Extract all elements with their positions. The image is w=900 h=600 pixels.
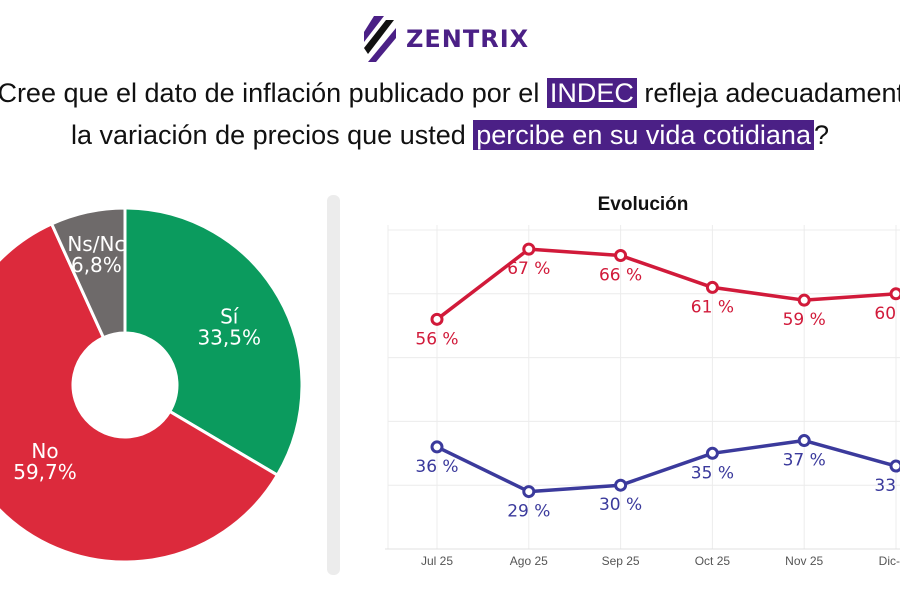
- x-tick-label: Oct 25: [695, 554, 731, 568]
- data-point: [430, 440, 444, 454]
- data-point: [614, 249, 628, 263]
- slice-value: 6,8%: [71, 253, 122, 277]
- x-tick-label: Ago 25: [510, 554, 548, 568]
- series-line-0: [435, 247, 897, 321]
- x-tick-label: Jul 25: [421, 554, 453, 568]
- line-chart: Jul 25 Ago 25 Sep 25 Oct 25 Nov 25 Dic-25 56 %…: [385, 225, 900, 568]
- brand-logo: ZENTRIX: [360, 14, 529, 64]
- data-label: 37 %: [783, 451, 826, 471]
- data-point: [522, 485, 536, 499]
- question-text: refleja adecuadamente: [636, 78, 900, 108]
- data-label: 29 %: [507, 502, 550, 522]
- slice-label: Ns/Nc: [67, 232, 125, 256]
- line-chart-title: Evolución: [598, 194, 689, 215]
- data-label: 33 %: [874, 476, 900, 496]
- slice-label: Sí: [220, 305, 240, 329]
- data-point: [705, 280, 719, 294]
- donut-slice-nsnc: [50, 206, 127, 340]
- donut-slice-no: [0, 222, 279, 564]
- slice-value: 33,5%: [197, 326, 261, 350]
- brand-name: ZENTRIX: [406, 25, 530, 53]
- highlight-percibe: percibe en su vida cotidiana: [473, 120, 814, 150]
- question-text: la variación de precios que usted: [71, 120, 474, 150]
- data-label: 36 %: [415, 457, 458, 477]
- highlight-indec: INDEC: [546, 78, 637, 108]
- data-label: 66 %: [599, 266, 642, 286]
- slice-value: 59,7%: [13, 460, 77, 484]
- question-text: ?: [813, 120, 829, 150]
- data-point: [889, 459, 900, 473]
- data-point: [889, 287, 900, 301]
- series-line-1: [436, 438, 897, 494]
- data-point: [430, 312, 444, 326]
- x-tick-label: Nov 25: [785, 554, 823, 568]
- data-label: 67 %: [507, 259, 550, 279]
- x-tick-label: Sep 25: [602, 554, 640, 568]
- x-tick-label: Dic-25: [879, 554, 900, 568]
- data-point: [705, 446, 719, 460]
- data-label: 59 %: [783, 310, 826, 330]
- divider: [327, 195, 340, 575]
- data-point: [797, 293, 811, 307]
- zentrix-logo-icon: [364, 16, 396, 62]
- data-point: [614, 478, 628, 492]
- slice-label: No: [31, 439, 58, 463]
- data-point: [797, 434, 811, 448]
- question-line-1: ¿Cree que el dato de inflación publicado…: [0, 78, 900, 109]
- data-label: 60 %: [874, 304, 900, 324]
- data-label: 61 %: [691, 297, 734, 317]
- data-label: 35 %: [691, 463, 734, 483]
- data-label: 56 %: [415, 329, 458, 349]
- question-line-2: la variación de precios que usted percib…: [0, 120, 900, 151]
- data-label: 30 %: [599, 495, 642, 515]
- data-point: [522, 242, 536, 256]
- donut-slice-s: [123, 206, 304, 477]
- question-text: ¿Cree que el dato de inflación publicado…: [0, 78, 547, 108]
